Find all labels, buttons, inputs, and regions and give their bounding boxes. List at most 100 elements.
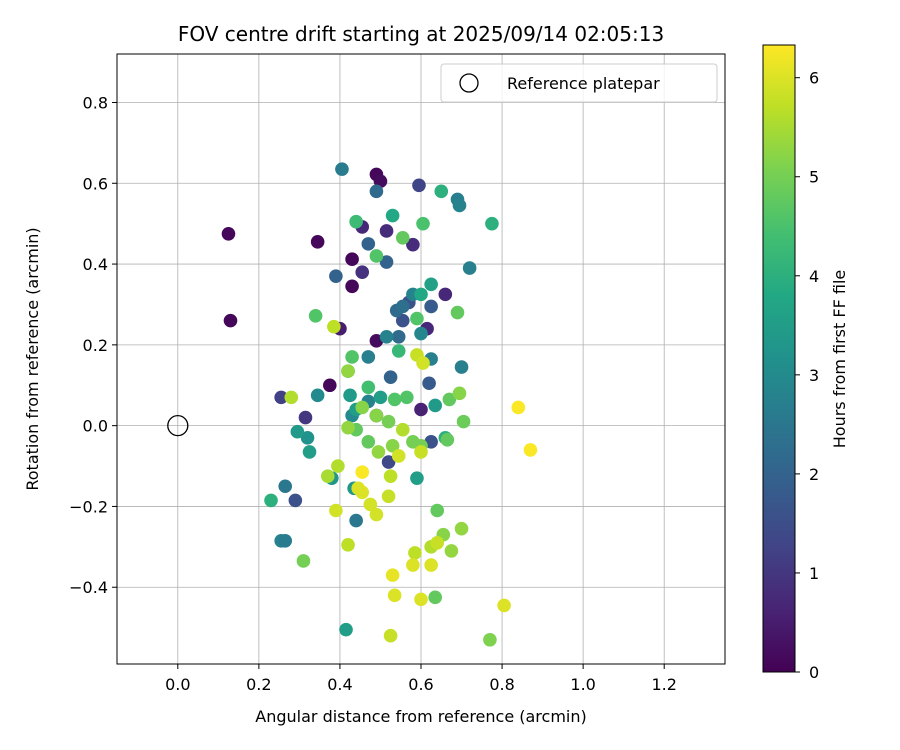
data-point-76 <box>410 311 424 326</box>
data-point-93 <box>456 414 471 429</box>
x-tick-label-1: 0.2 <box>246 675 271 694</box>
data-point-92 <box>450 305 465 320</box>
data-point-54 <box>290 424 305 439</box>
colorbar-tick-label-0: 0 <box>809 663 819 682</box>
data-point-35 <box>395 299 410 314</box>
colorbar-tick-label-4: 4 <box>809 267 819 286</box>
data-point-67 <box>434 184 449 199</box>
data-point-3 <box>323 378 337 393</box>
colorbar-tick-label-2: 2 <box>809 465 819 484</box>
colorbar: 0 1 2 3 4 5 6 Hours from first FF file <box>762 44 849 682</box>
y-tick-label-6: 0.8 <box>83 93 108 112</box>
x-axis-label: Angular distance from reference (arcmin) <box>255 707 586 726</box>
data-point-19 <box>298 410 313 425</box>
data-point-129 <box>414 592 428 607</box>
y-tick-label-0: −0.4 <box>69 578 108 597</box>
data-point-106 <box>284 390 299 405</box>
data-point-126 <box>355 485 370 500</box>
data-points <box>167 162 538 647</box>
data-point-5 <box>345 252 359 267</box>
y-tick-label-2: 0.0 <box>83 417 108 436</box>
legend-box <box>440 63 718 103</box>
data-point-133 <box>355 465 370 479</box>
data-point-131 <box>385 568 400 582</box>
data-point-99 <box>452 386 467 401</box>
data-point-45 <box>379 329 394 344</box>
data-point-102 <box>483 632 497 647</box>
data-point-128 <box>406 558 420 572</box>
data-point-30 <box>369 184 384 199</box>
data-point-0 <box>221 226 236 241</box>
data-point-84 <box>361 435 376 449</box>
y-tick-label-1: −0.2 <box>69 497 108 516</box>
data-point-78 <box>400 390 414 405</box>
colorbar-fill <box>762 44 796 673</box>
data-point-113 <box>430 536 445 550</box>
data-point-80 <box>345 350 359 364</box>
data-point-53 <box>300 430 315 445</box>
data-point-108 <box>327 319 341 334</box>
data-point-127 <box>387 588 402 603</box>
x-tick-label-6: 1.2 <box>651 675 676 694</box>
data-point-116 <box>416 356 430 370</box>
data-point-81 <box>308 308 323 323</box>
data-point-61 <box>424 277 438 292</box>
data-point-17 <box>438 287 453 302</box>
data-point-51 <box>454 360 469 374</box>
data-point-123 <box>369 507 384 522</box>
data-point-88 <box>428 590 442 605</box>
data-point-2 <box>310 235 325 249</box>
data-point-37 <box>335 162 349 176</box>
data-point-124 <box>329 503 343 518</box>
data-point-96 <box>385 439 400 453</box>
x-axis-ticks: 0.0 0.2 0.4 0.6 0.8 1.0 1.2 <box>165 664 677 694</box>
data-point-77 <box>387 392 402 407</box>
data-point-52 <box>414 326 428 341</box>
chart-title: FOV centre drift starting at 2025/09/14 … <box>178 22 664 46</box>
data-point-26 <box>422 376 436 391</box>
data-point-72 <box>349 214 363 229</box>
data-point-95 <box>371 445 386 459</box>
data-point-40 <box>278 533 293 548</box>
data-point-64 <box>339 622 353 637</box>
data-point-89 <box>430 503 445 518</box>
data-point-111 <box>408 546 422 560</box>
data-point-15 <box>414 402 428 417</box>
data-point-122 <box>363 497 378 512</box>
y-tick-label-5: 0.6 <box>83 174 108 193</box>
data-point-66 <box>373 390 388 405</box>
x-tick-label-2: 0.4 <box>327 675 352 694</box>
data-point-132 <box>497 598 511 613</box>
data-point-63 <box>414 287 428 302</box>
x-tick-label-4: 0.8 <box>489 675 514 694</box>
data-point-22 <box>381 455 396 469</box>
data-point-105 <box>341 364 355 378</box>
data-point-31 <box>379 255 394 269</box>
colorbar-tick-label-3: 3 <box>809 366 819 385</box>
colorbar-tick-label-6: 6 <box>809 69 819 88</box>
data-point-79 <box>361 380 376 395</box>
data-point-130 <box>424 558 438 572</box>
reference-platepar-marker <box>167 415 189 437</box>
data-point-60 <box>410 471 424 485</box>
data-point-110 <box>395 422 410 437</box>
colorbar-label: Hours from first FF file <box>830 270 849 449</box>
data-point-38 <box>278 479 293 494</box>
data-point-29 <box>361 237 376 251</box>
data-point-36 <box>349 513 363 528</box>
legend: Reference platepar <box>440 63 718 103</box>
data-point-98 <box>296 554 311 568</box>
data-point-25 <box>424 299 438 314</box>
data-point-135 <box>523 443 538 457</box>
legend-label-reference: Reference platepar <box>507 74 660 93</box>
data-point-48 <box>462 261 477 275</box>
data-point-97 <box>369 408 384 423</box>
data-point-13 <box>379 224 394 238</box>
data-point-82 <box>395 231 410 245</box>
colorbar-tick-label-1: 1 <box>809 564 819 583</box>
data-point-32 <box>383 370 398 384</box>
x-tick-label-3: 0.6 <box>408 675 433 694</box>
y-tick-label-4: 0.4 <box>83 255 108 274</box>
legend-marker-reference <box>459 73 479 93</box>
x-tick-label-0: 0.0 <box>165 675 190 694</box>
